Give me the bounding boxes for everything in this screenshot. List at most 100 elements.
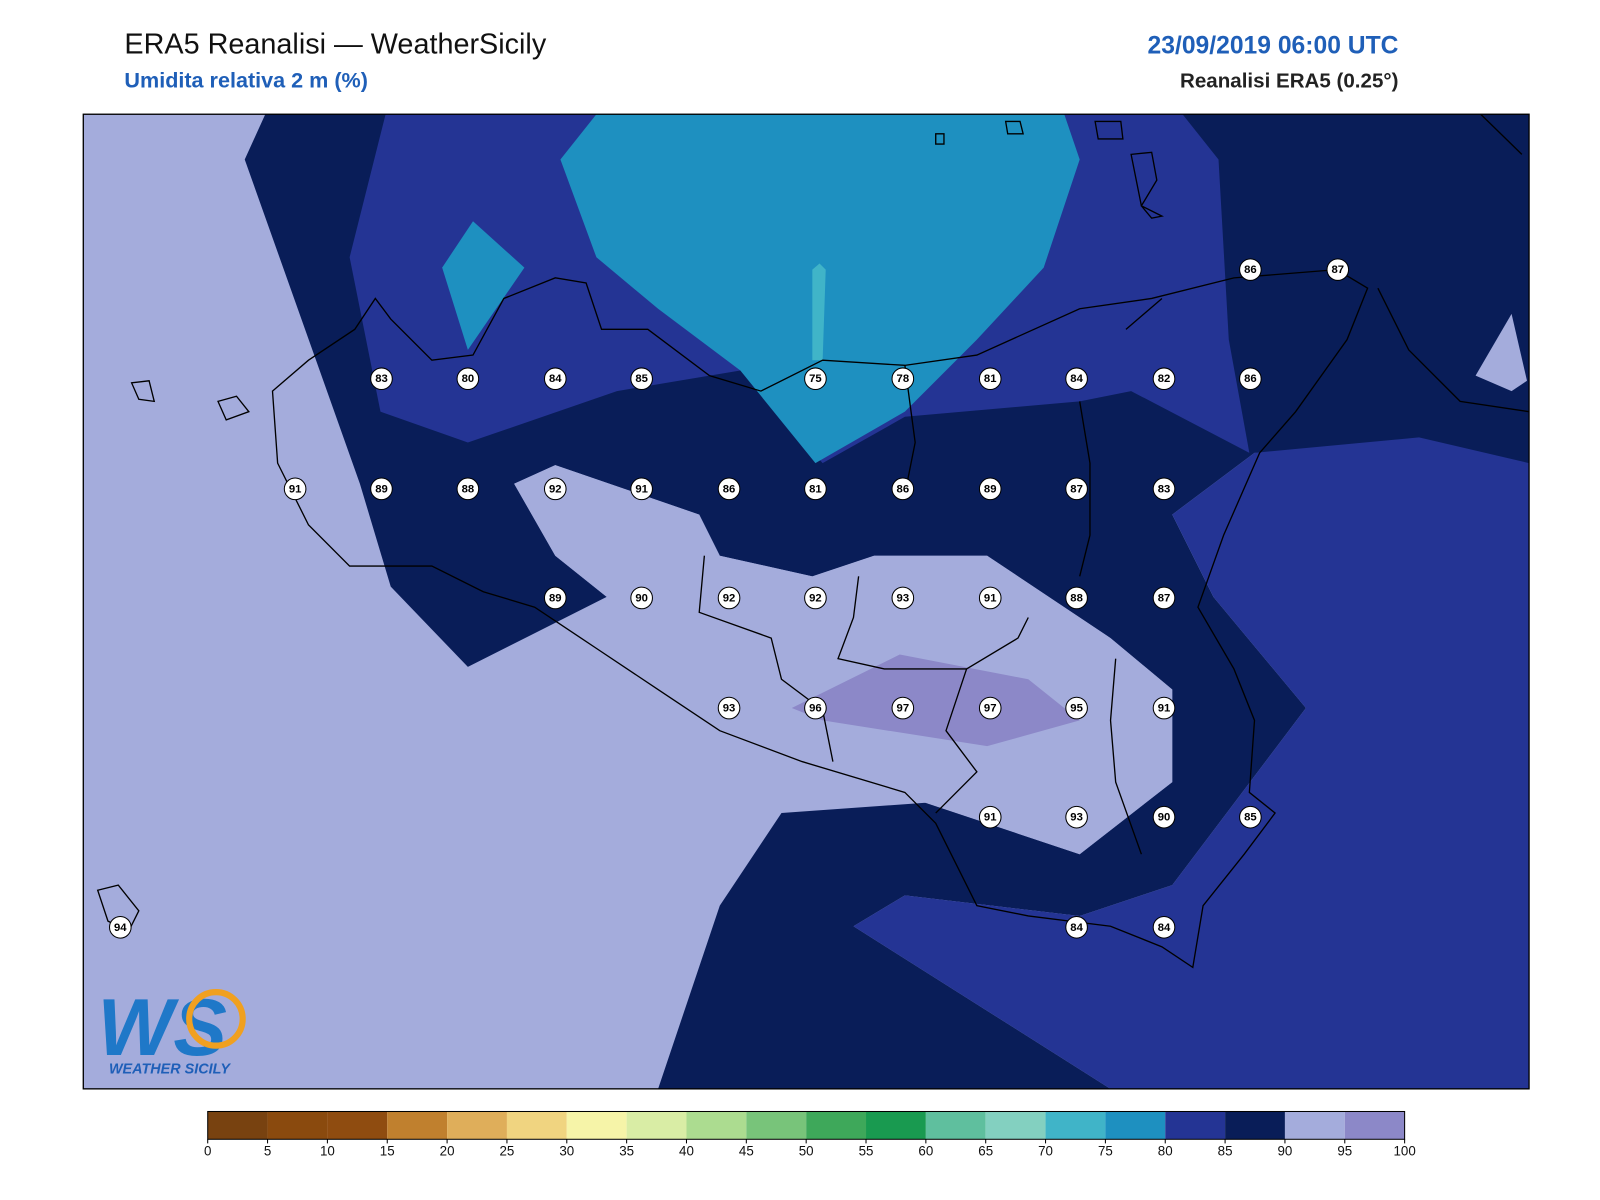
station-marker <box>1239 258 1262 281</box>
colorbar-tick-label: 10 <box>320 1144 335 1159</box>
colorbar-tick-label: 95 <box>1337 1144 1352 1159</box>
station-value: 84 <box>1070 373 1083 385</box>
station-value: 92 <box>723 592 736 604</box>
station-value: 97 <box>897 703 910 715</box>
station-marker <box>1326 258 1350 281</box>
station: 84 <box>543 367 567 391</box>
station: 80 <box>456 367 480 391</box>
station-value: 78 <box>897 373 910 385</box>
station-marker <box>370 477 393 501</box>
station-value: 87 <box>1070 483 1083 495</box>
station-marker <box>717 696 741 720</box>
station: 87 <box>1152 586 1176 610</box>
colorbar-tick-label: 40 <box>679 1144 694 1159</box>
colorbar-tick-label: 35 <box>619 1144 634 1159</box>
station: 84 <box>1152 915 1176 939</box>
station: 86 <box>717 477 741 501</box>
colorbar-tick-label: 30 <box>559 1144 574 1159</box>
station-marker <box>1065 367 1088 391</box>
station: 93 <box>717 696 741 720</box>
station-value: 92 <box>809 592 822 604</box>
station-value: 87 <box>1332 264 1345 276</box>
colorbar-swatch <box>267 1111 328 1140</box>
station-marker <box>1065 805 1088 829</box>
station: 89 <box>978 477 1002 501</box>
station: 90 <box>630 586 653 610</box>
colorbar-tick-label: 75 <box>1098 1144 1113 1159</box>
station-marker <box>804 367 827 391</box>
station-value: 86 <box>897 483 910 495</box>
colorbar-swatch <box>387 1111 448 1140</box>
colorbar-swatch <box>746 1111 807 1140</box>
station-marker <box>1152 477 1176 501</box>
station-value: 84 <box>1158 922 1171 934</box>
station: 86 <box>1239 258 1262 281</box>
station-value: 85 <box>635 373 648 385</box>
station-value: 96 <box>809 703 822 715</box>
colorbar-swatch <box>207 1111 268 1140</box>
colorbar-swatch <box>1284 1111 1345 1140</box>
station-value: 91 <box>635 483 648 495</box>
colorbar-tick-label: 0 <box>204 1144 211 1159</box>
station: 89 <box>543 586 567 610</box>
colorbar-tick-label: 5 <box>264 1144 271 1159</box>
station-value: 94 <box>114 922 127 934</box>
colorbar-swatch <box>566 1111 627 1140</box>
station: 83 <box>370 367 393 391</box>
station-value: 91 <box>984 812 997 824</box>
station-marker <box>978 477 1002 501</box>
station-value: 83 <box>375 373 388 385</box>
station-marker <box>543 367 567 391</box>
station-marker <box>891 477 915 501</box>
colorbar-swatch <box>1045 1111 1106 1140</box>
station-value: 82 <box>1158 373 1171 385</box>
station-value: 89 <box>375 483 388 495</box>
station-marker <box>630 367 653 391</box>
station-marker <box>1152 367 1176 391</box>
station-marker <box>804 477 827 501</box>
station: 87 <box>1326 258 1350 281</box>
station: 95 <box>1065 696 1088 720</box>
colorbar-tick-label: 20 <box>440 1144 455 1159</box>
colorbar-swatch <box>506 1111 567 1140</box>
station-marker <box>891 367 915 391</box>
station: 97 <box>978 696 1002 720</box>
station-value: 86 <box>1244 373 1257 385</box>
station-marker <box>978 367 1002 391</box>
station-marker <box>543 477 567 501</box>
station-value: 83 <box>1158 483 1171 495</box>
colorbar-tick-label: 55 <box>859 1144 874 1159</box>
station-value: 80 <box>462 373 475 385</box>
station-marker <box>978 805 1002 829</box>
station: 88 <box>1065 586 1088 610</box>
station-marker <box>1152 696 1176 720</box>
station-marker <box>456 367 480 391</box>
station: 92 <box>717 586 741 610</box>
colorbar-tick-label: 90 <box>1278 1144 1293 1159</box>
station-marker <box>1065 477 1088 501</box>
station: 91 <box>1152 696 1176 720</box>
station: 83 <box>1152 477 1176 501</box>
station: 91 <box>978 805 1002 829</box>
station-marker <box>630 477 653 501</box>
coastlines <box>96 114 1530 969</box>
station-marker <box>891 586 915 610</box>
subtitle: Umidita relativa 2 m (%) <box>124 67 368 92</box>
station-value: 90 <box>1158 812 1171 824</box>
station-value: 81 <box>984 373 997 385</box>
colorbar-tick-label: 70 <box>1038 1144 1053 1159</box>
station: 85 <box>1239 805 1262 829</box>
station: 86 <box>1239 367 1262 391</box>
station: 97 <box>891 696 915 720</box>
station: 89 <box>370 477 393 501</box>
field-90-95 <box>1475 313 1527 392</box>
colorbar-swatch <box>1344 1111 1405 1140</box>
station-value: 88 <box>462 483 475 495</box>
source: Reanalisi ERA5 (0.25°) <box>1180 69 1398 92</box>
station-value: 90 <box>635 592 648 604</box>
colorbar-tick-label: 100 <box>1393 1144 1415 1159</box>
station-marker <box>1065 696 1088 720</box>
colorbar-swatch <box>327 1111 388 1140</box>
station-value: 91 <box>984 592 997 604</box>
station: 94 <box>108 915 132 939</box>
